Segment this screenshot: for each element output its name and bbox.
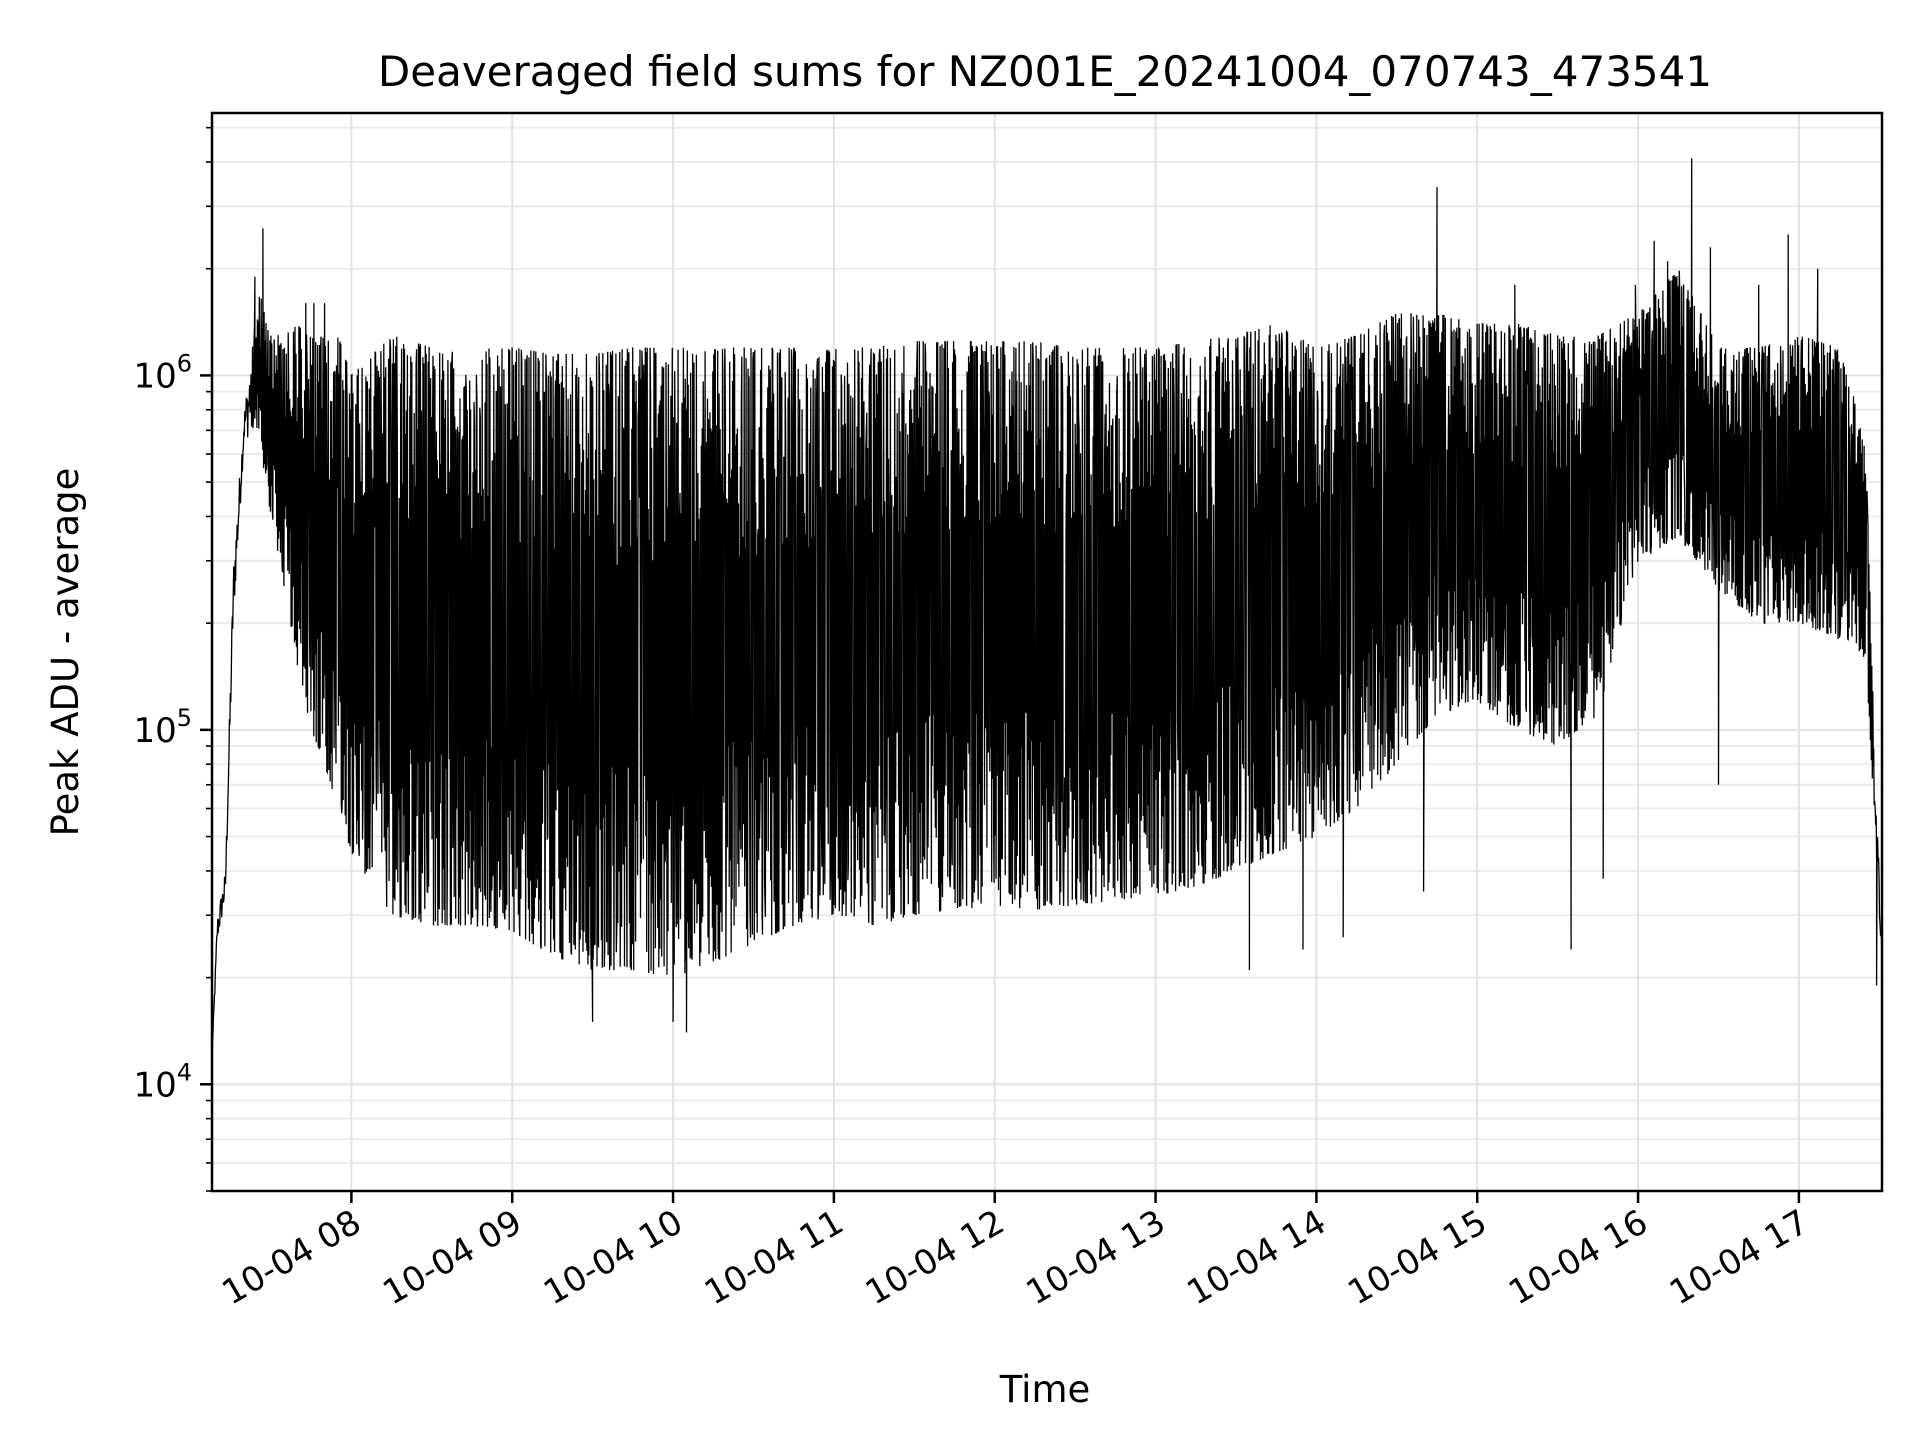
- plot-frame: [210, 111, 1884, 1193]
- y-tick-exponent: 6: [177, 349, 192, 377]
- y-tick-label: 105: [133, 704, 192, 751]
- y-tick-label: 104: [133, 1058, 192, 1105]
- y-axis-label: Peak ADU - average: [44, 468, 87, 837]
- y-tick-base: 10: [133, 1065, 176, 1105]
- y-tick-label: 106: [133, 349, 192, 396]
- y-tick-exponent: 5: [177, 704, 192, 732]
- x-axis-label: Time: [999, 1368, 1091, 1411]
- y-tick-base: 10: [133, 356, 176, 396]
- y-tick-base: 10: [133, 711, 176, 751]
- chart-title: Deaveraged field sums for NZ001E_2024100…: [378, 47, 1712, 96]
- data-series: [212, 158, 1882, 1057]
- series-line: [212, 158, 1882, 1057]
- y-tick-exponent: 4: [177, 1058, 192, 1086]
